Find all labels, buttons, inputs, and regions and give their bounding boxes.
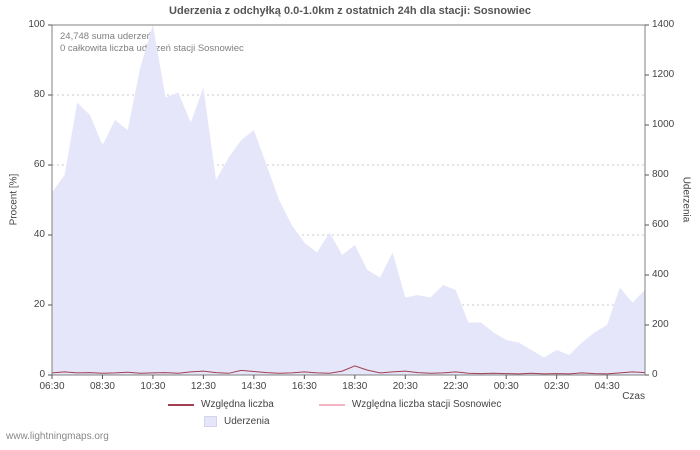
legend-label-strikes: Uderzenia xyxy=(224,416,270,427)
legend-line-swatch-station xyxy=(318,403,345,406)
y-left-tick-label: 60 xyxy=(33,159,45,170)
y-right-tick-label: 200 xyxy=(652,319,669,330)
x-tick-label: 20:30 xyxy=(392,381,418,392)
legend-label-station: Względna liczba stacji Sosnowiec xyxy=(351,399,502,410)
legend-item-station-relative-count: Względna liczba stacji Sosnowiec xyxy=(318,399,502,410)
x-tick-label: 12:30 xyxy=(190,381,216,392)
x-axis-label: Czas xyxy=(622,391,645,402)
y-right-tick-label: 1400 xyxy=(652,19,675,30)
x-tick-label: 14:30 xyxy=(241,381,267,392)
legend-item-relative-count: Względna liczba xyxy=(168,399,274,410)
y-right-tick-label: 1000 xyxy=(652,119,675,130)
legend-line-swatch-relative xyxy=(168,403,194,406)
y-right-tick-label: 800 xyxy=(652,169,669,180)
x-tick-label: 02:30 xyxy=(544,381,570,392)
x-tick-label: 06:30 xyxy=(39,381,65,392)
chart-legend: Względna liczba Względna liczba stacji S… xyxy=(168,399,648,433)
y-left-tick-label: 0 xyxy=(39,369,45,380)
x-tick-label: 22:30 xyxy=(443,381,469,392)
y-left-tick-label: 20 xyxy=(33,299,45,310)
legend-label-relative: Względna liczba xyxy=(201,399,274,410)
x-tick-label: 18:30 xyxy=(342,381,368,392)
x-tick-label: 00:30 xyxy=(493,381,519,392)
x-tick-label: 08:30 xyxy=(89,381,115,392)
y-left-tick-label: 100 xyxy=(28,19,45,30)
y-right-tick-label: 600 xyxy=(652,219,669,230)
y-axis-label-right: Uderzenia xyxy=(680,176,692,223)
legend-row-1: Względna liczba Względna liczba stacji S… xyxy=(168,399,648,410)
y-left-tick-label: 40 xyxy=(33,229,45,240)
legend-item-strikes: Uderzenia xyxy=(204,416,270,427)
x-tick-label: 10:30 xyxy=(140,381,166,392)
annotation-total-strikes: 24,748 suma uderzeń xyxy=(60,31,152,42)
y-right-tick-label: 1200 xyxy=(652,69,675,80)
x-tick-label: 04:30 xyxy=(594,381,620,392)
y-axis-label-left: Procent [%] xyxy=(8,173,20,226)
y-left-tick-label: 80 xyxy=(33,89,45,100)
lightningmaps-site-link[interactable]: www.lightningmaps.org xyxy=(6,431,109,442)
legend-area-swatch-strikes xyxy=(204,416,217,427)
legend-row-2: Uderzenia xyxy=(204,416,648,427)
y-right-tick-label: 400 xyxy=(652,269,669,280)
y-right-tick-label: 0 xyxy=(652,369,658,380)
x-tick-label: 16:30 xyxy=(291,381,317,392)
chart-title: Uderzenia z odchyłką 0.0-1.0km z ostatni… xyxy=(169,5,531,17)
